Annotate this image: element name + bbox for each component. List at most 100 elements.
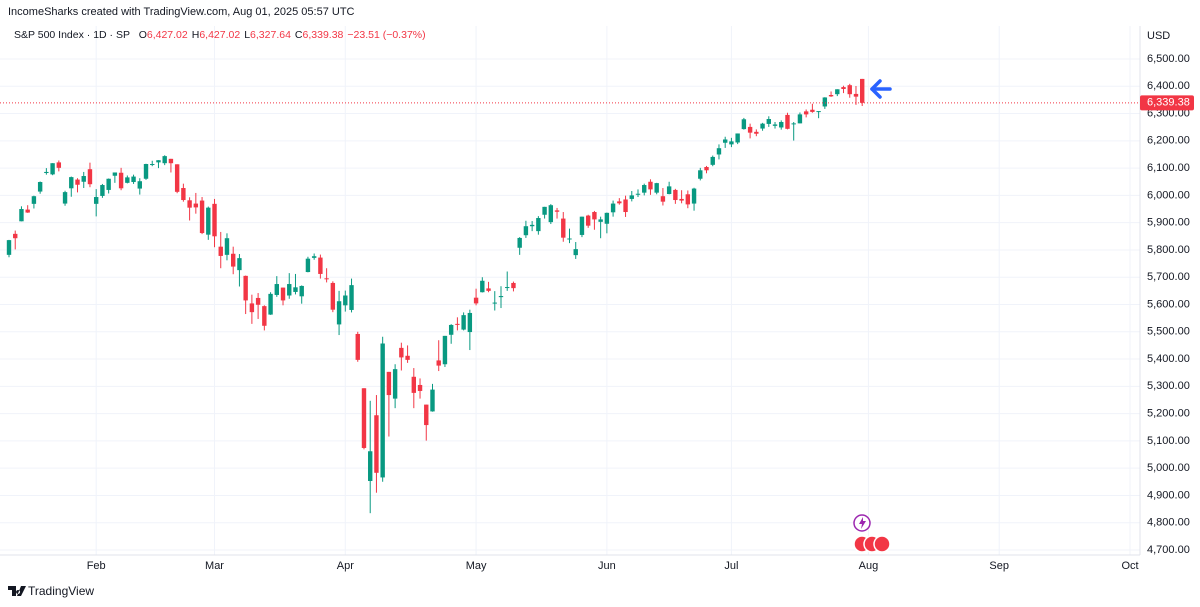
- candle-body: [841, 87, 846, 90]
- x-tick-label: Aug: [859, 560, 879, 572]
- candle-body: [268, 293, 273, 315]
- lightning: [859, 517, 866, 529]
- x-tick-label: Sep: [989, 560, 1009, 572]
- candle-body: [810, 109, 815, 112]
- candle-body: [642, 185, 647, 193]
- candle-body: [62, 192, 68, 204]
- candle-body: [648, 181, 653, 190]
- candle-body: [529, 224, 535, 227]
- y-tick-label: 5,300.00: [1147, 380, 1190, 392]
- y-tick-label: 6,000.00: [1147, 189, 1190, 201]
- candle-body: [305, 258, 311, 273]
- candle-body: [448, 324, 454, 335]
- candle-body: [860, 78, 865, 103]
- candle-body: [199, 200, 205, 234]
- candle-body: [554, 210, 560, 212]
- candle-body: [411, 376, 417, 393]
- candle-body: [349, 285, 354, 310]
- candle-body: [125, 177, 130, 183]
- last-price-box: [1140, 95, 1194, 111]
- candle-body: [536, 218, 541, 232]
- candle-body: [368, 451, 373, 481]
- y-tick-label: 5,200.00: [1147, 408, 1190, 420]
- brand: TradingView: [8, 584, 94, 598]
- candle-body: [386, 371, 392, 396]
- candle-body: [430, 389, 435, 412]
- candle-body: [262, 306, 267, 326]
- candle-body: [760, 123, 765, 129]
- ohlc-key: H: [192, 29, 200, 41]
- currency: USD: [1147, 30, 1170, 42]
- candle-body: [255, 297, 261, 305]
- symbol-legend: S&P 500 Index · 1D · SP O6,427.02 H6,427.…: [14, 29, 426, 41]
- candle-body: [691, 188, 697, 204]
- y-tick-label: 4,900.00: [1147, 489, 1190, 501]
- event-icons: [853, 514, 891, 553]
- x-tick-label: Feb: [87, 560, 106, 572]
- candle-body: [37, 182, 43, 192]
- x-tick-label: Jun: [598, 560, 616, 572]
- brand-logo: [8, 586, 26, 596]
- candle-body: [392, 369, 398, 399]
- candle-body: [162, 156, 167, 164]
- candle-body: [747, 126, 753, 133]
- candle-body: [174, 164, 180, 192]
- candle-body: [486, 288, 491, 291]
- y-tick-label: 5,600.00: [1147, 298, 1190, 310]
- candle-body: [187, 200, 192, 208]
- ohlc-value: 6,339.38: [303, 29, 344, 41]
- candle-body: [785, 114, 790, 129]
- candle-body: [19, 209, 24, 222]
- candle-body: [698, 170, 703, 179]
- candle-body: [654, 183, 659, 193]
- y-tick-label: 5,100.00: [1147, 435, 1190, 447]
- candle-body: [598, 219, 603, 222]
- candle-body: [93, 197, 99, 204]
- candle-body: [498, 296, 504, 298]
- candle-body: [380, 343, 385, 478]
- candle-body: [355, 333, 360, 360]
- y-tick-label: 5,400.00: [1147, 353, 1190, 365]
- candle-body: [548, 205, 554, 223]
- candle-body: [374, 415, 379, 473]
- arrow-head: [870, 79, 882, 99]
- candle-body: [729, 141, 734, 145]
- candle-body: [592, 212, 597, 220]
- symbol: S&P 500 Index · 1D · SP: [14, 29, 130, 41]
- change: −23.51 (−0.37%): [347, 29, 425, 41]
- candle-body: [797, 114, 803, 124]
- us-event-icon: [873, 535, 891, 553]
- credit: IncomeSharks created with TradingView.co…: [8, 6, 355, 18]
- y-tick-label: 6,300.00: [1147, 107, 1190, 119]
- candle-body: [231, 253, 236, 267]
- y-tick-label: 6,200.00: [1147, 135, 1190, 147]
- y-tick-label: 6,100.00: [1147, 162, 1190, 174]
- candle-body: [828, 95, 834, 97]
- candle-body: [106, 178, 111, 190]
- candle-body: [25, 209, 30, 213]
- candles: [6, 78, 865, 514]
- candle-body: [137, 181, 142, 189]
- candle-body: [679, 198, 684, 201]
- ohlc-key: C: [295, 29, 303, 41]
- candle-body: [835, 89, 840, 95]
- candle-body: [847, 85, 852, 95]
- candle-body: [517, 237, 522, 248]
- candle-body: [75, 179, 80, 185]
- y-tick-label: 5,900.00: [1147, 217, 1190, 229]
- arrow-annotation: [870, 79, 892, 99]
- candle-body: [779, 122, 784, 128]
- candle-body: [635, 193, 641, 195]
- candle-body: [685, 194, 691, 205]
- candle-body: [193, 203, 199, 208]
- candle-body: [467, 312, 473, 333]
- candle-body: [361, 388, 367, 448]
- candle-body: [660, 196, 666, 202]
- candle-body: [436, 360, 441, 366]
- candle-body: [492, 302, 497, 304]
- y-tick-label: 5,000.00: [1147, 462, 1190, 474]
- candle-body: [542, 206, 547, 215]
- candle-body: [772, 124, 778, 126]
- candle-body: [399, 347, 404, 358]
